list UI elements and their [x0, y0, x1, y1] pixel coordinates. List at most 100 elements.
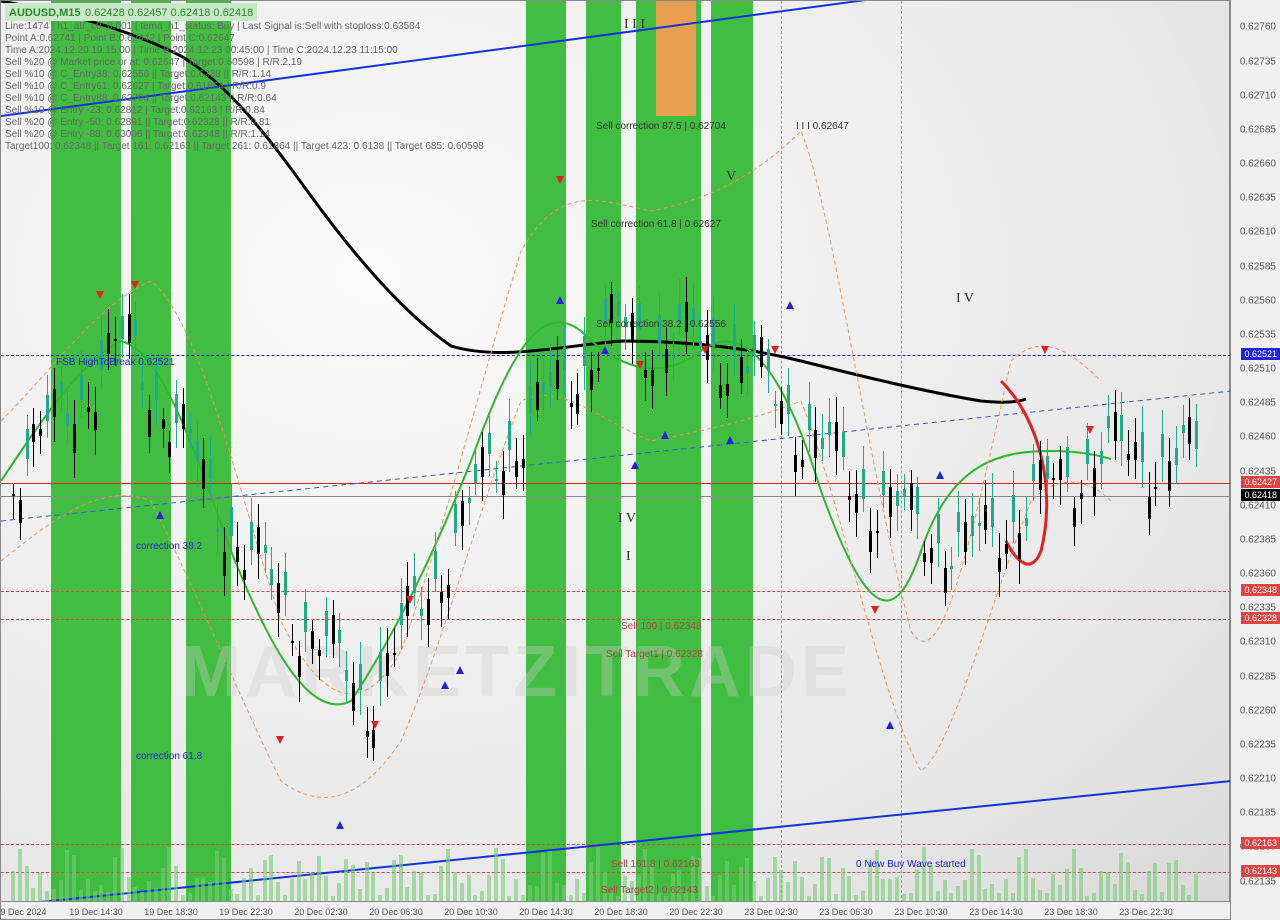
arrow-up-icon: [556, 296, 564, 304]
volume-bar: [38, 873, 42, 901]
volume-bar: [1113, 884, 1117, 902]
volume-bar: [909, 893, 913, 901]
volume-bar: [1099, 871, 1103, 901]
volume-bar: [337, 883, 341, 901]
x-tick: 20 Dec 02:30: [294, 907, 348, 917]
info-line: Sell %10 @ C_Entry61: 0.62627 | Target:0…: [5, 81, 484, 93]
chart-label: Sell Target1 | 0.62328: [606, 649, 703, 660]
volume-bar: [324, 876, 328, 901]
volume-bar: [1194, 874, 1198, 901]
volume-bar: [371, 873, 375, 901]
chart-label: Sell 161.8 | 0.62163: [611, 859, 700, 870]
volume-bar: [562, 885, 566, 901]
chart-label: correction 38.2: [136, 541, 202, 552]
volume-bar: [229, 889, 233, 901]
volume-bar: [779, 870, 783, 901]
volume-bar: [195, 878, 199, 901]
volume-bar: [86, 879, 90, 901]
volume-bar: [297, 861, 301, 901]
volume-bar: [1031, 878, 1035, 901]
info-line: Sell %10 @ C_Entry88: 0.62704 || Target:…: [5, 93, 484, 105]
volume-bar: [582, 893, 586, 901]
volume-bar: [766, 878, 770, 901]
volume-bar: [888, 879, 892, 901]
arrow-up-icon: [886, 721, 894, 729]
volume-bar: [1126, 862, 1130, 901]
volume-bar: [79, 890, 83, 901]
info-line: Target100: 0.62348 || Target 161: 0.6216…: [5, 141, 484, 153]
volume-bar: [358, 889, 362, 902]
arrow-down-icon: [371, 721, 379, 729]
volume-bar: [1065, 869, 1069, 901]
volume-bar: [439, 866, 443, 901]
volume-bar: [970, 849, 974, 901]
volume-bar: [949, 893, 953, 901]
volume-bar: [501, 859, 505, 901]
volume-bar: [1024, 849, 1028, 901]
x-tick: 20 Dec 22:30: [669, 907, 723, 917]
y-tick-highlight: 0.62163: [1241, 837, 1280, 849]
volume-bar: [596, 847, 600, 901]
volume-bar: [1119, 853, 1123, 901]
volume-bar: [548, 851, 552, 901]
volume-bar: [895, 877, 899, 901]
volume-bar: [1045, 893, 1049, 901]
y-tick: 0.62410: [1240, 500, 1276, 511]
volume-bar: [555, 883, 559, 901]
volume-bar: [412, 871, 416, 901]
volume-bar: [201, 877, 205, 901]
y-tick: 0.62360: [1240, 569, 1276, 580]
volume-bar: [514, 879, 518, 901]
arrow-up-icon: [336, 821, 344, 829]
volume-bar: [881, 879, 885, 901]
y-tick: 0.62760: [1240, 22, 1276, 33]
zone-green: [586, 1, 621, 903]
volume-bar: [725, 861, 729, 901]
arrow-down-icon: [556, 176, 564, 184]
volume-bar: [705, 886, 709, 901]
volume-bar: [997, 893, 1001, 901]
arrow-up-icon: [936, 471, 944, 479]
chart-area[interactable]: MARKETZITRADE correction 38.2correction …: [0, 0, 1230, 920]
y-tick: 0.62235: [1240, 739, 1276, 750]
y-tick: 0.62185: [1240, 808, 1276, 819]
volume-bar: [222, 858, 226, 901]
volume-bar: [793, 861, 797, 901]
volume-bar: [263, 860, 267, 901]
x-tick: 23 Dec 22:30: [1119, 907, 1173, 917]
volume-bar: [1038, 890, 1042, 901]
volume-bar: [385, 888, 389, 901]
volume-bar: [841, 868, 845, 901]
arrow-down-icon: [1086, 426, 1094, 434]
volume-bar: [745, 858, 749, 901]
x-tick: 23 Dec 02:30: [744, 907, 798, 917]
volume-bar: [480, 891, 484, 901]
volume-bar: [915, 869, 919, 901]
arrow-up-icon: [631, 461, 639, 469]
info-panel: AUDUSD,M15 0.62428 0.62457 0.62418 0.624…: [5, 3, 484, 153]
volume-bar: [269, 855, 273, 901]
info-line: Sell %20 @ Entry -50: 0.62891 || Target:…: [5, 117, 484, 129]
volume-bar: [290, 879, 294, 901]
volume-bar: [1106, 873, 1110, 901]
info-line: Time A:2024.12.20 19:15:00 | Time B:2024…: [5, 45, 484, 57]
time-marker: [901, 1, 902, 903]
arrow-up-icon: [661, 431, 669, 439]
volume-bar: [1017, 857, 1021, 901]
volume-bar: [786, 882, 790, 901]
y-tick: 0.62260: [1240, 705, 1276, 716]
volume-bar: [861, 891, 865, 901]
chart-label: Sell correction 87.5 | 0.62704: [596, 121, 726, 132]
volume-bar: [31, 888, 35, 901]
volume-bar: [18, 849, 22, 901]
x-tick: 23 Dec 10:30: [894, 907, 948, 917]
wave-label: V: [726, 169, 736, 185]
volume-bar: [528, 885, 532, 902]
info-line: Sell %10 @ Entry -23: 0.62812 | Target:0…: [5, 105, 484, 117]
arrow-down-icon: [276, 736, 284, 744]
chart-label: correction 61.8: [136, 751, 202, 762]
x-tick: 20 Dec 14:30: [519, 907, 573, 917]
volume-bar: [956, 886, 960, 901]
volume-bar: [1181, 885, 1185, 901]
volume-bar: [1174, 860, 1178, 901]
